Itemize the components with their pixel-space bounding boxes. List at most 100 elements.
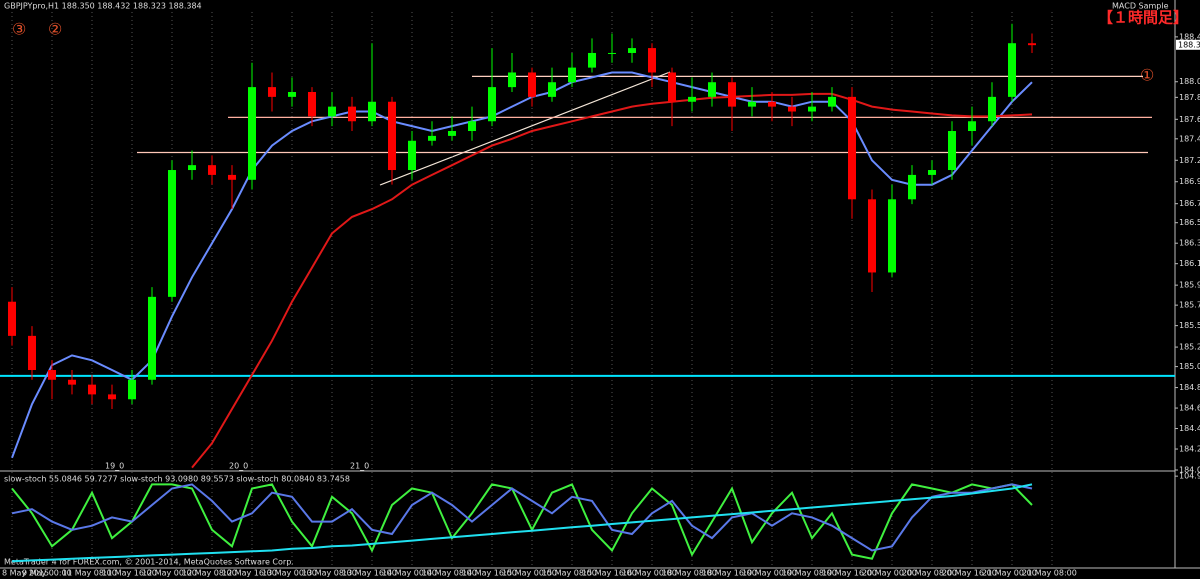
current-price-box bbox=[1176, 39, 1200, 50]
candle-body bbox=[328, 106, 336, 117]
x-tick-label: 14 May 08:00 bbox=[422, 569, 477, 578]
candle-body bbox=[748, 101, 756, 107]
candle-body bbox=[648, 48, 656, 73]
x-tick-label: 18 May 08:00 bbox=[662, 569, 717, 578]
y-tick-label: 187.200 bbox=[1179, 156, 1200, 165]
y-tick-label: 186.755 bbox=[1179, 199, 1200, 208]
candle-body bbox=[208, 165, 216, 175]
candle-body bbox=[548, 82, 556, 97]
marker-2: ② bbox=[48, 20, 62, 39]
x-tick-label: 8 May 2015 bbox=[2, 569, 49, 578]
day-label: 20_0 bbox=[229, 462, 248, 471]
x-tick-label: 11 May 16:00 bbox=[102, 569, 157, 578]
x-tick-label: 14 May 00:00 bbox=[382, 569, 437, 578]
indicator-line bbox=[11, 483, 1033, 552]
day-label: 21_0 bbox=[350, 462, 369, 471]
candle-body bbox=[568, 67, 576, 83]
candle-body bbox=[608, 52, 616, 54]
marker-3: ③ bbox=[12, 20, 26, 39]
y-tick-label: 186.350 bbox=[1179, 239, 1200, 248]
x-tick-label: 19 May 16:00 bbox=[822, 569, 877, 578]
candle-body bbox=[728, 82, 736, 107]
candle-body bbox=[588, 52, 596, 68]
candle-body bbox=[88, 384, 96, 395]
candle-body bbox=[148, 296, 156, 380]
candle-body bbox=[388, 101, 396, 171]
x-tick-label: 18 May 16:00 bbox=[702, 569, 757, 578]
indicator-name: MACD Sample bbox=[1112, 2, 1169, 11]
candle-body bbox=[128, 379, 136, 400]
candle-body bbox=[8, 301, 16, 336]
trend-line bbox=[379, 71, 671, 186]
x-tick-label: 19 May 08:00 bbox=[782, 569, 837, 578]
indicator-line bbox=[191, 92, 1033, 469]
candle-body bbox=[1028, 43, 1036, 46]
timeframe-annotation: 【１時間足】 bbox=[1098, 9, 1188, 27]
y-tick-label: 188.465 bbox=[1179, 32, 1200, 41]
marker-1: ① bbox=[1140, 66, 1154, 85]
candle-body bbox=[1008, 43, 1016, 97]
candle-body bbox=[28, 335, 36, 371]
current-price-label: 188.384 bbox=[1178, 40, 1200, 49]
candle-body bbox=[788, 106, 796, 112]
x-tick-label: 12 May 08:00 bbox=[182, 569, 237, 578]
candle-body bbox=[508, 72, 516, 88]
y-tick-label: 185.285 bbox=[1179, 343, 1200, 352]
y-tick-label: 187.845 bbox=[1179, 93, 1200, 102]
x-tick-label: 20 May 08:00 bbox=[902, 569, 957, 578]
candle-body bbox=[528, 72, 536, 97]
x-tick-label: 12 May 16:00 bbox=[222, 569, 277, 578]
y-tick-label: 184.240 bbox=[1179, 445, 1200, 454]
x-tick-label: 13 May 16:00 bbox=[342, 569, 397, 578]
x-tick-label: 15 May 08:00 bbox=[542, 569, 597, 578]
y-tick-label: 185.715 bbox=[1179, 301, 1200, 310]
candle-body bbox=[848, 96, 856, 200]
y-tick-label: 188.005 bbox=[1179, 77, 1200, 86]
candle-body bbox=[708, 82, 716, 97]
indicator-title: slow-stoch 55.0846 59.7277 slow-stoch 93… bbox=[4, 475, 350, 484]
x-tick-label: 14 May 16:00 bbox=[462, 569, 517, 578]
candle-body bbox=[168, 170, 176, 297]
y-tick-label: 187.420 bbox=[1179, 134, 1200, 143]
copyright: MetaTrader 4 for FOREX.com, © 2001-2014,… bbox=[4, 558, 294, 567]
x-tick-label: 15 May 00:00 bbox=[502, 569, 557, 578]
candle-body bbox=[108, 394, 116, 400]
candle-body bbox=[288, 91, 296, 97]
y-tick-label: 184.660 bbox=[1179, 404, 1200, 413]
candle-body bbox=[448, 131, 456, 136]
candle-body bbox=[888, 199, 896, 273]
y-tick-label: 184.025 bbox=[1179, 466, 1200, 475]
candle-body bbox=[348, 106, 356, 122]
candle-body bbox=[668, 72, 676, 102]
candle-body bbox=[48, 370, 56, 380]
candle-body bbox=[368, 101, 376, 122]
candle-body bbox=[488, 87, 496, 122]
candle-body bbox=[628, 48, 636, 53]
x-tick-label: 20 May 16:00 bbox=[942, 569, 997, 578]
indicator-line bbox=[11, 71, 1033, 459]
candle-body bbox=[468, 121, 476, 132]
y-tick-label: 185.920 bbox=[1179, 281, 1200, 290]
y-tick-label: 186.140 bbox=[1179, 259, 1200, 268]
day-label: 19_0 bbox=[105, 462, 124, 471]
candle-body bbox=[808, 106, 816, 112]
candle-body bbox=[968, 121, 976, 132]
y-tick-label: 186.980 bbox=[1179, 177, 1200, 186]
x-tick-label: 19 May 00:00 bbox=[742, 569, 797, 578]
x-tick-label: 12 May 00:00 bbox=[142, 569, 197, 578]
y-tick-label: 104.973 bbox=[1179, 472, 1200, 481]
y-tick-label: 186.560 bbox=[1179, 218, 1200, 227]
candle-body bbox=[248, 87, 256, 180]
candle-body bbox=[828, 96, 836, 107]
candle-body bbox=[428, 135, 436, 141]
x-tick-label: 15 May 16:00 bbox=[582, 569, 637, 578]
candle-body bbox=[188, 165, 196, 171]
candle-body bbox=[688, 96, 696, 102]
x-tick-label: 13 May 00:00 bbox=[262, 569, 317, 578]
x-tick-label: 20 May 00:00 bbox=[862, 569, 917, 578]
candle-body bbox=[948, 131, 956, 171]
candle-body bbox=[228, 174, 236, 180]
candle-body bbox=[908, 174, 916, 200]
